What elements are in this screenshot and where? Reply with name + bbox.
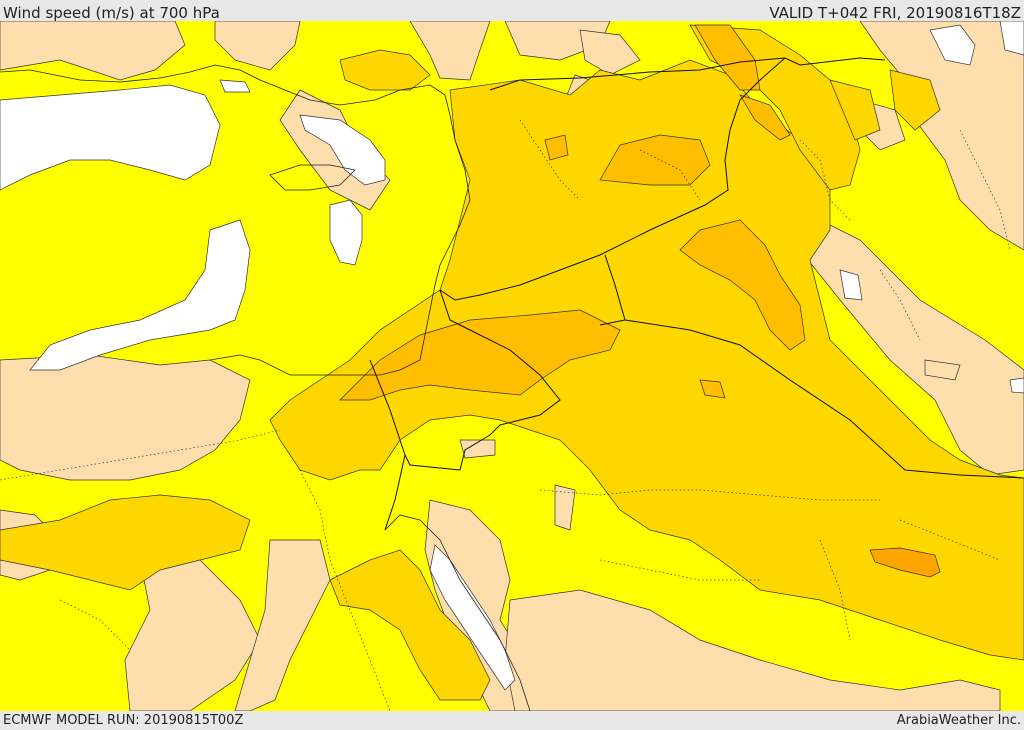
field-stronger [869,547,941,578]
field-calm [0,21,1024,691]
coastlines [0,64,531,711]
field-light [0,21,1024,711]
wind-speed-field [0,21,1024,711]
map-header: Wind speed (m/s) at 700 hPa VALID T+042 … [0,0,1024,22]
internal-boundaries [0,119,1011,711]
model-run: ECMWF MODEL RUN: 20190815T00Z [3,713,244,728]
map-title: Wind speed (m/s) at 700 hPa [3,4,220,22]
field-fresh [0,24,1024,701]
country-borders [369,57,1024,531]
credit: ArabiaWeather Inc. [896,713,1021,728]
map-footer: ECMWF MODEL RUN: 20190815T00Z ArabiaWeat… [0,711,1024,729]
wind-speed-map [0,21,1024,711]
valid-time: VALID T+042 FRI, 20190816T18Z [769,4,1021,22]
field-strong [339,24,806,401]
